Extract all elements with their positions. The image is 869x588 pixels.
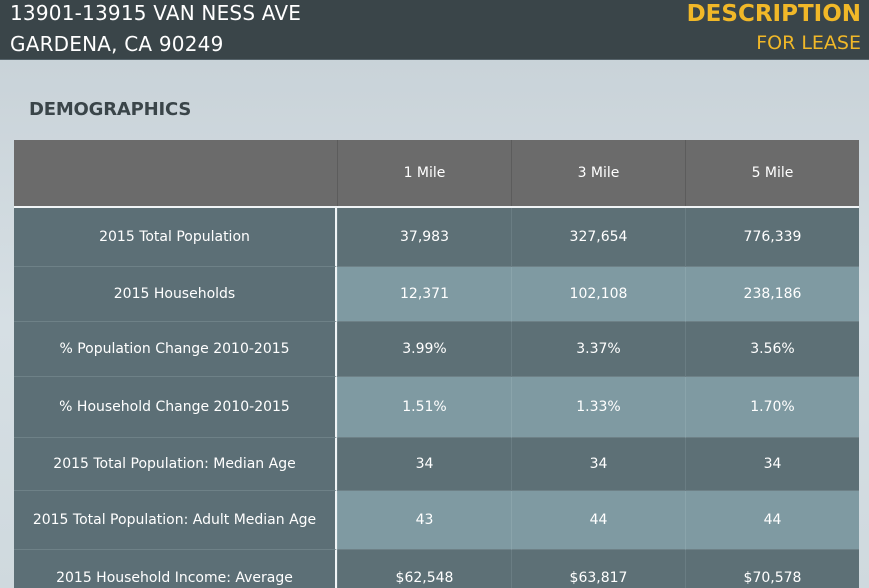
cell-value: 37,983 bbox=[337, 208, 511, 267]
table-row: 2015 Total Population 37,983 327,654 776… bbox=[14, 208, 859, 267]
cell-value: 12,371 bbox=[337, 267, 511, 322]
cell-value: 238,186 bbox=[685, 267, 859, 322]
cell-value: $63,817 bbox=[511, 550, 685, 588]
table-row: 2015 Household Income: Average $62,548 $… bbox=[14, 550, 859, 588]
cell-value: 34 bbox=[685, 438, 859, 491]
table-header-row: 1 Mile 3 Mile 5 Mile bbox=[14, 140, 859, 208]
row-label: 2015 Households bbox=[14, 267, 337, 322]
demographics-table: 1 Mile 3 Mile 5 Mile 2015 Total Populati… bbox=[14, 140, 859, 588]
cell-value: $70,578 bbox=[685, 550, 859, 588]
row-label: 2015 Household Income: Average bbox=[14, 550, 337, 588]
cell-value: 3.37% bbox=[511, 322, 685, 377]
page-header: 13901-13915 VAN NESS AVE GARDENA, CA 902… bbox=[0, 0, 869, 60]
section-title: DEMOGRAPHICS bbox=[29, 99, 192, 120]
cell-value: 34 bbox=[511, 438, 685, 491]
cell-value: 1.51% bbox=[337, 377, 511, 438]
cell-value: 1.33% bbox=[511, 377, 685, 438]
table-row: 2015 Total Population: Median Age 34 34 … bbox=[14, 438, 859, 491]
row-label: 2015 Total Population: Adult Median Age bbox=[14, 491, 337, 550]
cell-value: 44 bbox=[511, 491, 685, 550]
row-label: % Population Change 2010-2015 bbox=[14, 322, 337, 377]
table-row: % Household Change 2010-2015 1.51% 1.33%… bbox=[14, 377, 859, 438]
cell-value: 1.70% bbox=[685, 377, 859, 438]
cell-value: 102,108 bbox=[511, 267, 685, 322]
cell-value: 44 bbox=[685, 491, 859, 550]
column-header-3-mile: 3 Mile bbox=[511, 140, 685, 206]
cell-value: 3.99% bbox=[337, 322, 511, 377]
column-header-1-mile: 1 Mile bbox=[337, 140, 511, 206]
column-header-5-mile: 5 Mile bbox=[685, 140, 859, 206]
cell-value: $62,548 bbox=[337, 550, 511, 588]
cell-value: 3.56% bbox=[685, 322, 859, 377]
table-row: 2015 Households 12,371 102,108 238,186 bbox=[14, 267, 859, 322]
table-row: % Population Change 2010-2015 3.99% 3.37… bbox=[14, 322, 859, 377]
row-label: 2015 Total Population: Median Age bbox=[14, 438, 337, 491]
cell-value: 34 bbox=[337, 438, 511, 491]
address-line-1: 13901-13915 VAN NESS AVE bbox=[10, 1, 302, 25]
table-row: 2015 Total Population: Adult Median Age … bbox=[14, 491, 859, 550]
header-title: DESCRIPTION bbox=[686, 1, 861, 27]
cell-value: 43 bbox=[337, 491, 511, 550]
cell-value: 776,339 bbox=[685, 208, 859, 267]
header-subtitle: FOR LEASE bbox=[756, 32, 861, 54]
row-label: % Household Change 2010-2015 bbox=[14, 377, 337, 438]
row-label: 2015 Total Population bbox=[14, 208, 337, 267]
column-header-label bbox=[14, 140, 337, 206]
cell-value: 327,654 bbox=[511, 208, 685, 267]
address-line-2: GARDENA, CA 90249 bbox=[10, 32, 224, 56]
